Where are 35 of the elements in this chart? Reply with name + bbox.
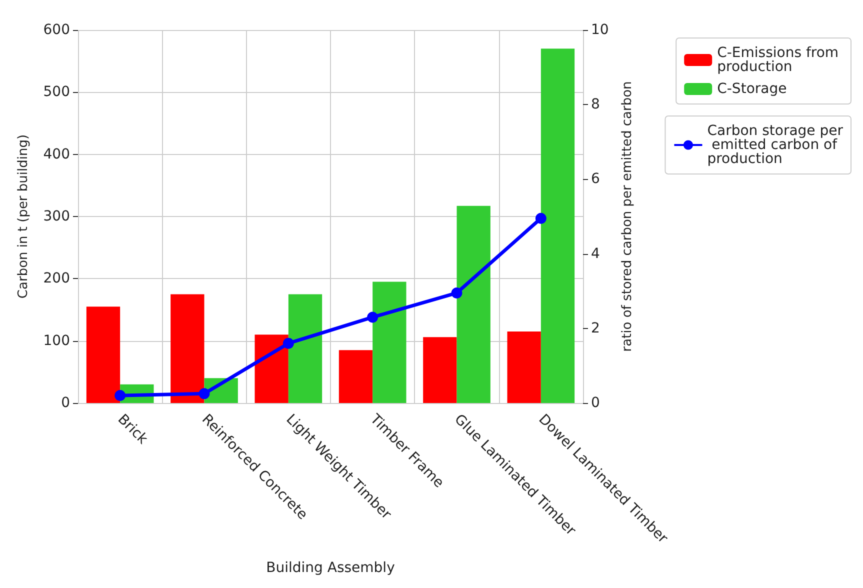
y2-tick-label: 2 [591,320,600,336]
point [451,287,462,298]
y-tick-label: 600 [43,22,70,38]
y2-tick-label: 10 [591,22,609,38]
y-tick-label: 200 [43,270,70,287]
point [114,390,126,402]
y-tick-label: 400 [43,146,70,162]
y-tick-label: 0 [61,395,70,411]
bar [372,282,406,403]
bar [423,337,457,403]
bar [456,206,490,403]
y-tick-label: 300 [43,208,70,224]
point [535,212,546,224]
legend-label: Carbon storage per emitted carbon of production [707,123,844,167]
bar [540,48,575,403]
y2-axis-title: ratio of stored carbon per emitted carbon [620,81,635,352]
legend-label: C-Storage [717,81,787,97]
y2-tick-label: 0 [591,395,600,411]
bar [507,332,541,403]
x-axis-title: Building Assembly [266,560,395,576]
y2-tick-label: 6 [591,171,600,188]
y-tick-label: 100 [43,332,70,349]
legend-label: C-Emissions from production [717,45,843,75]
y2-tick-label: 8 [591,96,600,113]
y-tick-label: 500 [43,84,70,100]
point [198,388,210,400]
y2-tick-label: 4 [591,246,600,262]
point [282,338,294,349]
y-axis-title: Carbon in t (per building) [16,134,31,299]
bar [86,306,120,403]
bar [288,294,322,403]
bar [254,334,288,403]
point [367,312,378,323]
bar [338,350,373,403]
bar [170,294,204,403]
